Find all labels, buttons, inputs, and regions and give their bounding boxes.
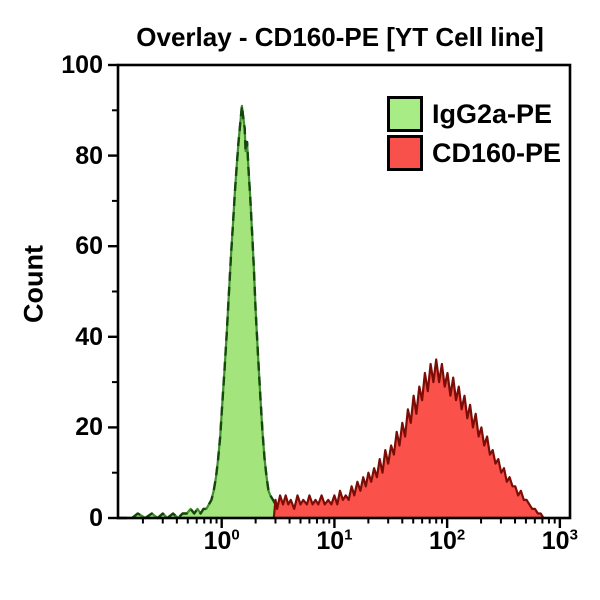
series-1-fill [273,359,544,518]
series-0-outline [117,104,302,520]
series-1-outline [272,358,545,519]
y-tick-label: 100 [61,51,103,79]
legend-item-igg2a-pe: IgG2a-PE [387,96,561,132]
x-tick-label: 103 [541,526,578,555]
x-tick-label: 100 [203,526,240,555]
y-tick-label: 60 [75,232,103,261]
series-0-fill [117,105,301,519]
chart-title: Overlay - CD160-PE [YT Cell line] [136,22,544,52]
series-0-dashed-outline [117,104,302,520]
x-tick-label: 102 [429,526,466,555]
x-tick-label: 101 [316,526,353,555]
legend-swatch-red [387,135,423,171]
legend-swatch-green [387,96,423,132]
y-tick-label: 40 [75,322,103,351]
y-tick-label: 80 [75,141,103,170]
legend-label-igg2a-pe: IgG2a-PE [432,99,553,129]
y-tick-label: 0 [89,504,103,532]
legend-item-cd160-pe: CD160-PE [387,135,561,171]
legend: IgG2a-PE CD160-PE [387,96,561,171]
y-tick-label: 20 [75,413,103,442]
legend-label-cd160-pe: CD160-PE [432,138,562,168]
